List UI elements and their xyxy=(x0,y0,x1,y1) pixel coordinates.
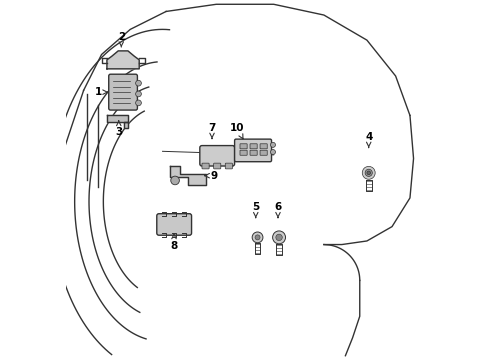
Circle shape xyxy=(252,232,263,243)
FancyBboxPatch shape xyxy=(202,163,209,169)
FancyBboxPatch shape xyxy=(235,139,271,162)
Circle shape xyxy=(171,176,179,185)
Text: 1: 1 xyxy=(95,87,107,97)
FancyBboxPatch shape xyxy=(260,150,267,155)
Circle shape xyxy=(362,166,375,179)
FancyBboxPatch shape xyxy=(240,144,247,149)
Polygon shape xyxy=(170,166,205,185)
Circle shape xyxy=(365,169,372,176)
Text: 4: 4 xyxy=(365,132,372,148)
FancyBboxPatch shape xyxy=(157,214,192,235)
Circle shape xyxy=(270,142,275,147)
Text: 5: 5 xyxy=(252,202,259,217)
Circle shape xyxy=(270,149,275,154)
FancyBboxPatch shape xyxy=(109,74,137,110)
FancyBboxPatch shape xyxy=(240,150,247,155)
Circle shape xyxy=(136,91,141,97)
Circle shape xyxy=(136,80,141,86)
Polygon shape xyxy=(107,116,128,128)
Text: 7: 7 xyxy=(208,123,216,139)
Text: 10: 10 xyxy=(230,123,245,139)
Text: 2: 2 xyxy=(118,32,125,47)
Circle shape xyxy=(136,100,141,106)
Circle shape xyxy=(255,235,260,240)
Text: 6: 6 xyxy=(274,202,282,217)
Circle shape xyxy=(276,234,282,240)
Polygon shape xyxy=(107,51,139,69)
FancyBboxPatch shape xyxy=(200,145,235,166)
Text: 3: 3 xyxy=(115,121,122,136)
Circle shape xyxy=(367,171,370,175)
FancyBboxPatch shape xyxy=(214,163,221,169)
FancyBboxPatch shape xyxy=(260,144,267,149)
FancyBboxPatch shape xyxy=(250,150,257,155)
Circle shape xyxy=(272,231,286,244)
FancyBboxPatch shape xyxy=(225,163,232,169)
FancyBboxPatch shape xyxy=(250,144,257,149)
Text: 9: 9 xyxy=(205,171,218,181)
Text: 8: 8 xyxy=(171,234,177,251)
